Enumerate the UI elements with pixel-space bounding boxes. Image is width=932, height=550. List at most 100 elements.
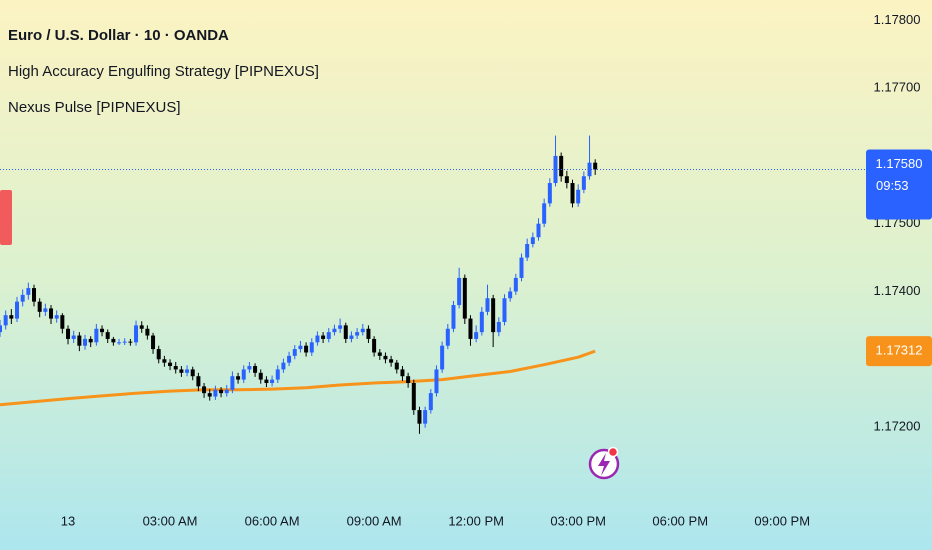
candle-body xyxy=(270,379,275,383)
candle-body xyxy=(105,332,110,339)
indicator-name: Nexus Pulse [PIPNEXUS] xyxy=(8,99,181,116)
candle-body xyxy=(20,294,25,302)
candle-body xyxy=(213,389,218,397)
candle-body xyxy=(292,349,297,356)
candle-body xyxy=(343,325,348,339)
candle-body xyxy=(219,389,224,394)
pulse-icon[interactable] xyxy=(588,446,620,480)
candle-body xyxy=(564,176,569,184)
candle-body xyxy=(88,338,93,343)
candle-body xyxy=(406,376,411,383)
candle-body xyxy=(502,298,507,322)
chart-title: Euro / U.S. Dollar · 10 · OANDA xyxy=(8,27,229,44)
candle-body xyxy=(151,335,156,350)
price-tags: 1.17580 09:53 1.17312 xyxy=(866,149,932,367)
axes: 13 03:00 AM 06:00 AM 09:00 AM 12:00 PM 03:00 … xyxy=(61,12,921,529)
candle-body xyxy=(428,393,433,411)
candle-body xyxy=(71,335,76,339)
x-tick-label: 03:00 AM xyxy=(143,513,198,528)
candle-body xyxy=(275,369,280,380)
candle-body xyxy=(576,189,581,204)
candle-body xyxy=(377,352,382,356)
candle-body xyxy=(185,369,190,373)
countdown: 09:53 xyxy=(876,178,909,193)
candle-body xyxy=(156,349,161,360)
candle-body xyxy=(389,359,394,363)
candle-body xyxy=(593,162,598,170)
candle-body xyxy=(207,393,212,397)
candle-body xyxy=(43,308,48,312)
candle-body xyxy=(326,332,331,339)
candle-body xyxy=(83,338,88,346)
candle-body xyxy=(417,410,422,424)
y-tick-label: 1.17800 xyxy=(874,12,921,27)
candle-body xyxy=(468,318,473,339)
x-tick-label: 12:00 PM xyxy=(448,513,504,528)
candle-body xyxy=(581,176,586,190)
candle-body xyxy=(247,366,252,370)
candle-body xyxy=(383,355,388,360)
candle-body xyxy=(570,183,575,204)
candle-body xyxy=(60,315,65,329)
candle-body xyxy=(3,315,8,326)
candle-body xyxy=(66,328,71,339)
candle-body xyxy=(134,325,139,343)
candle-body xyxy=(162,359,167,363)
candle-body xyxy=(366,328,371,339)
y-tick-label: 1.17200 xyxy=(874,418,921,433)
candle-body xyxy=(451,305,456,329)
price-tag xyxy=(866,149,932,220)
candle-body xyxy=(304,345,309,353)
candle-body xyxy=(202,386,207,394)
candle-body xyxy=(491,298,496,333)
candle-body xyxy=(258,372,263,380)
candle-body xyxy=(236,376,241,380)
candle-body xyxy=(190,369,195,377)
candle-body xyxy=(122,341,127,343)
candle-body xyxy=(224,389,229,394)
candle-body xyxy=(479,311,484,333)
x-tick-label: 03:00 PM xyxy=(550,513,606,528)
candle-body xyxy=(287,355,292,363)
candle-body xyxy=(321,335,326,339)
candle-body xyxy=(179,369,184,373)
candle-body xyxy=(542,203,547,224)
price-tag-label: 1.17580 xyxy=(876,156,923,171)
candle-body xyxy=(530,237,535,245)
candle-body xyxy=(264,379,269,383)
candle-body xyxy=(332,328,337,333)
candle-body xyxy=(15,301,20,319)
candle-body xyxy=(360,328,365,333)
candle-body xyxy=(145,328,150,336)
candle-body xyxy=(485,298,490,312)
x-tick-label: 09:00 AM xyxy=(347,513,402,528)
candle-body xyxy=(315,335,320,343)
plot xyxy=(0,135,866,434)
candle-body xyxy=(173,366,178,370)
candle-body xyxy=(536,223,541,238)
candle-body xyxy=(77,335,82,346)
candle-body xyxy=(338,325,343,329)
candle-body xyxy=(298,345,303,350)
candle-body xyxy=(372,338,377,353)
x-tick-label: 09:00 PM xyxy=(754,513,810,528)
candle-body xyxy=(508,291,513,299)
candle-body xyxy=(100,328,105,333)
candle-body xyxy=(168,362,173,367)
candle-body xyxy=(559,155,564,177)
price-tag xyxy=(866,336,932,367)
candle-body xyxy=(0,325,2,333)
side-tab[interactable] xyxy=(0,190,12,245)
candle-body xyxy=(139,325,144,329)
candle-body xyxy=(128,341,133,343)
candle-body xyxy=(54,315,59,319)
candle-body xyxy=(462,277,467,319)
candle-body xyxy=(519,257,524,278)
candle-body xyxy=(440,345,445,370)
candle-body xyxy=(26,288,31,295)
x-tick-label: 06:00 PM xyxy=(652,513,708,528)
candle-body xyxy=(117,342,122,344)
